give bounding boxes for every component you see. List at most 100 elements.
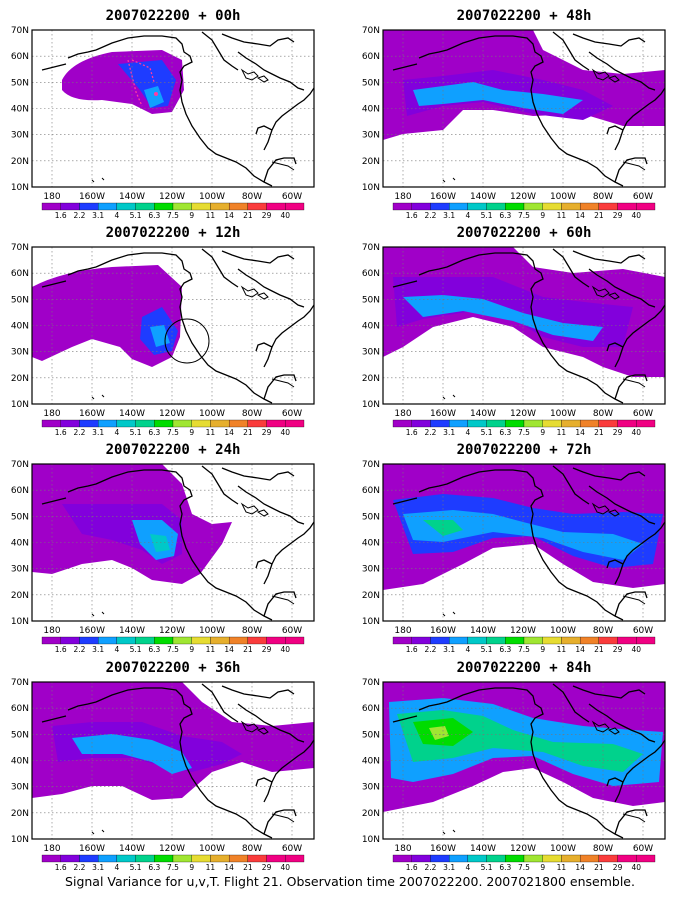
colorbar-label: 29 — [262, 863, 272, 872]
lon-tick-label: 60W — [633, 626, 653, 636]
lat-tick-label: 10N — [362, 835, 380, 845]
observation-point — [154, 92, 158, 96]
colorbar-swatch — [542, 419, 562, 428]
lon-tick-label: 180 — [394, 844, 411, 854]
colorbar-label: 9 — [540, 863, 545, 872]
colorbar-label: 3.1 — [92, 645, 104, 654]
colorbar-swatch — [210, 636, 230, 645]
colorbar-label: 6.3 — [148, 863, 160, 872]
colorbar-label: 5.1 — [481, 428, 493, 437]
colorbar-swatch — [617, 854, 637, 863]
contour-fill — [403, 295, 603, 341]
colorbar-label: 21 — [594, 428, 604, 437]
map-frame — [31, 463, 315, 622]
map-panel-48h: 2007022200 + 48h 70N 60N 50N 40N 30N 20N 10N 180… — [362, 8, 666, 220]
lon-tick-label: 120W — [159, 409, 185, 419]
colorbar-label: 2.2 — [424, 428, 436, 437]
colorbar-label: 21 — [594, 211, 604, 220]
colorbar-swatch — [135, 636, 155, 645]
colorbar-label: 6.3 — [148, 428, 160, 437]
lat-tick-label: 60N — [362, 704, 380, 714]
lat-tick-label: 20N — [11, 591, 29, 601]
colorbar-label: 11 — [557, 645, 567, 654]
colorbar-label: 6.3 — [499, 428, 511, 437]
lon-tick-label: 60W — [282, 626, 302, 636]
colorbar-label: 5.1 — [481, 645, 493, 654]
map-frame — [31, 29, 315, 188]
signal-variance-field — [32, 464, 314, 621]
lat-tick-label: 10N — [11, 617, 29, 627]
lon-tick-label: 140W — [119, 409, 145, 419]
map-frame — [31, 246, 315, 405]
colorbar-label: 4 — [465, 428, 470, 437]
lat-tick-label: 60N — [11, 269, 29, 279]
colorbar-swatch — [561, 419, 581, 428]
signal-variance-field — [32, 247, 314, 404]
colorbar-label: 11 — [557, 428, 567, 437]
colorbar-label: 5.1 — [130, 645, 142, 654]
colorbar-swatch — [392, 636, 412, 645]
colorbar-swatch — [154, 854, 174, 863]
colorbar-swatch — [411, 636, 431, 645]
colorbar-label: 11 — [206, 211, 216, 220]
lat-tick-label: 30N — [11, 131, 29, 141]
colorbar-swatch — [210, 202, 230, 211]
colorbar-label: 5.1 — [130, 428, 142, 437]
lon-tick-label: 60W — [633, 844, 653, 854]
panel-title: 2007022200 + 24h — [106, 442, 241, 458]
colorbar: 1.6 2.2 3.1 4 5.1 6.3 7.5 9 11 14 21 29 40 — [392, 419, 656, 437]
lon-tick-label: 100W — [550, 192, 576, 202]
lat-tick-label: 70N — [11, 243, 29, 253]
signal-variance-field — [383, 30, 665, 187]
colorbar: 1.6 2.2 3.1 4 5.1 6.3 7.5 9 11 14 21 29 40 — [392, 636, 656, 654]
colorbar-swatch — [598, 419, 618, 428]
colorbar-label: 6.3 — [499, 211, 511, 220]
colorbar-swatch — [617, 419, 637, 428]
lat-tick-label: 50N — [11, 730, 29, 740]
colorbar-swatch — [486, 419, 506, 428]
lon-tick-label: 160W — [430, 626, 456, 636]
colorbar-swatch — [411, 419, 431, 428]
colorbar-label: 11 — [206, 428, 216, 437]
colorbar-label: 7.5 — [167, 211, 179, 220]
colorbar-label: 6.3 — [499, 863, 511, 872]
colorbar-swatch — [191, 419, 211, 428]
lat-tick-label: 70N — [362, 26, 380, 36]
colorbar-swatch — [266, 419, 286, 428]
colorbar-swatch — [523, 854, 543, 863]
lon-tick-label: 160W — [79, 844, 105, 854]
lon-tick-label: 160W — [79, 192, 105, 202]
lat-tick-label: 50N — [362, 512, 380, 522]
colorbar-label: 14 — [575, 863, 585, 872]
colorbar-label: 21 — [243, 428, 253, 437]
colorbar-swatch — [392, 419, 412, 428]
map-frame — [382, 246, 666, 405]
colorbar-swatch — [41, 202, 61, 211]
colorbar-swatch — [41, 636, 61, 645]
lat-tick-label: 40N — [11, 105, 29, 115]
colorbar-label: 21 — [594, 863, 604, 872]
colorbar-swatch — [392, 854, 412, 863]
lon-tick-label: 100W — [199, 626, 225, 636]
lat-tick-label: 50N — [11, 78, 29, 88]
colorbar-label: 29 — [613, 645, 623, 654]
colorbar-swatch — [636, 202, 656, 211]
colorbar-label: 4 — [465, 211, 470, 220]
colorbar-swatch — [116, 636, 136, 645]
lon-tick-label: 80W — [593, 192, 613, 202]
lon-tick-label: 80W — [242, 626, 262, 636]
lon-tick-label: 180 — [43, 626, 60, 636]
colorbar-label: 11 — [557, 863, 567, 872]
colorbar-label: 4 — [465, 645, 470, 654]
map-frame — [382, 463, 666, 622]
lat-tick-label: 20N — [362, 157, 380, 167]
lat-tick-label: 30N — [362, 131, 380, 141]
lon-tick-label: 80W — [593, 844, 613, 854]
colorbar-label: 29 — [613, 211, 623, 220]
colorbar-swatch — [60, 854, 80, 863]
colorbar-label: 4 — [114, 863, 119, 872]
colorbar: 1.6 2.2 3.1 4 5.1 6.3 7.5 9 11 14 21 29 40 — [392, 854, 656, 872]
lat-tick-label: 60N — [362, 486, 380, 496]
signal-variance-field — [383, 682, 665, 839]
colorbar-label: 7.5 — [167, 863, 179, 872]
